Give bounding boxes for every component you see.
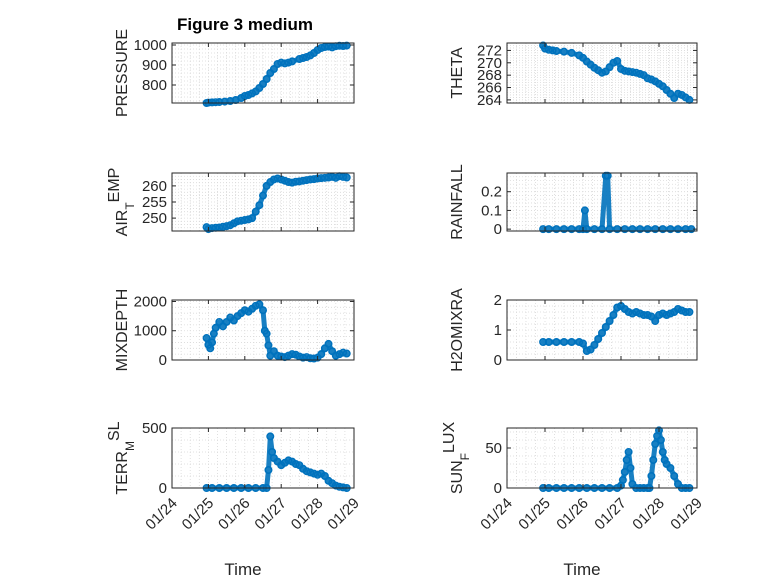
data-series [204, 43, 350, 106]
y-tick-label: 0 [494, 480, 502, 497]
data-series [540, 303, 692, 354]
y-tick-label: 260 [142, 178, 167, 195]
axes-box [171, 299, 355, 361]
y-axis-label: PRESSURE [114, 29, 131, 117]
data-series [204, 301, 350, 361]
y-tick-label: 255 [142, 194, 167, 211]
data-series [540, 43, 692, 103]
y-axis-label: TERRMSL [106, 421, 138, 494]
axes-box [506, 42, 698, 104]
y-tick-label: 0 [494, 352, 502, 369]
y-tick-label: 900 [142, 57, 167, 74]
y-axis-label: H2OMIXRA [449, 288, 466, 372]
y-axis-label: SUNFLUX [441, 422, 473, 495]
x-axis-label: Time [224, 560, 261, 579]
data-series [204, 173, 350, 232]
y-tick-label: 500 [142, 420, 167, 437]
axes-box [506, 172, 698, 232]
y-axis-label: AIRTEMP [106, 168, 138, 237]
y-tick-label: 266 [477, 80, 502, 97]
y-axis-label: RAINFALL [449, 164, 466, 240]
y-tick-label: 270 [477, 55, 502, 72]
y-tick-label: 2 [494, 292, 502, 309]
x-axis-label: Time [563, 560, 600, 579]
axes-box [506, 427, 698, 489]
y-tick-label: 250 [142, 210, 167, 227]
y-tick-label: 0.1 [481, 202, 502, 219]
y-tick-label: 1000 [134, 323, 167, 340]
y-tick-label: 800 [142, 77, 167, 94]
y-tick-label: 0.2 [481, 184, 502, 201]
y-axis-label: THETA [449, 47, 466, 99]
y-tick-label: 2000 [134, 293, 167, 310]
subplot-rainfall: 0 0.10.2 RAINFALL [449, 164, 698, 240]
y-tick-label: 0 [159, 480, 167, 497]
y-tick-label: 1 [494, 322, 502, 339]
y-axis-label: MIXDEPTH [114, 289, 131, 372]
y-tick-label: 268 [477, 67, 502, 84]
y-tick-label: 50 [485, 440, 502, 457]
figure-title: Figure 3 medium [177, 15, 313, 34]
y-tick-label: 1000 [134, 37, 167, 54]
subplot-h2omixra: 0 1 2 H2OMIXRA [449, 288, 698, 372]
y-tick-label: 272 [477, 42, 502, 59]
y-tick-label: 0 [159, 352, 167, 369]
data-series [540, 173, 694, 232]
axes-box [171, 427, 355, 489]
axes-box [171, 42, 355, 104]
y-tick-label: 0 [494, 221, 502, 238]
y-tick-label: 264 [477, 92, 502, 109]
